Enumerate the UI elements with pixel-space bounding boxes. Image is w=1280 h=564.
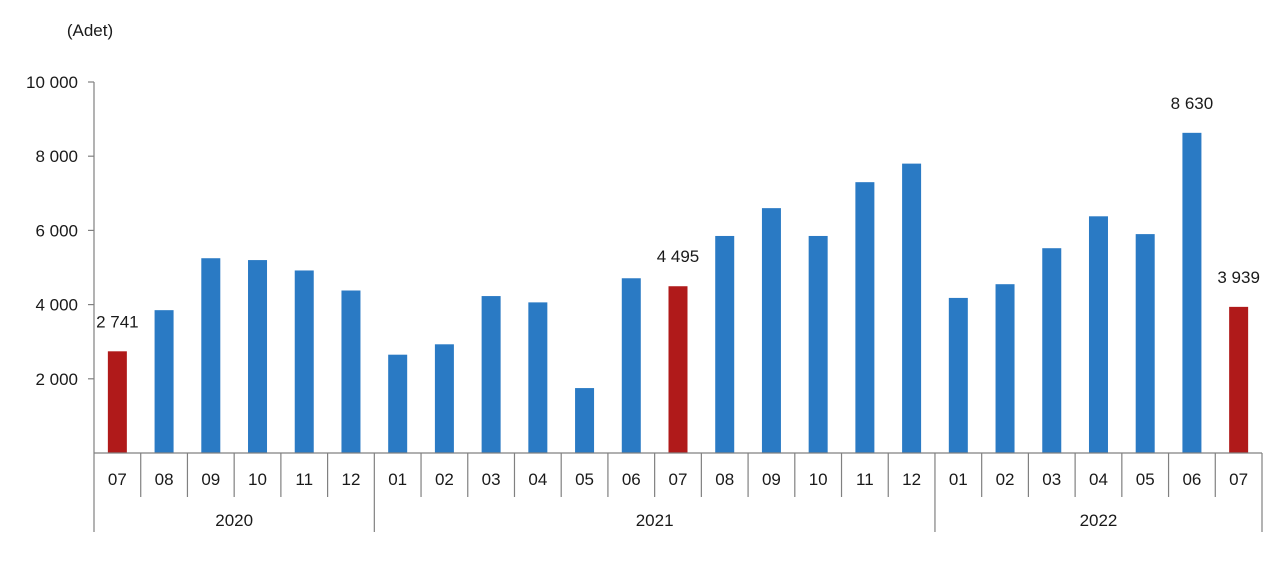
bar [808,235,828,453]
bar-highlight [1229,306,1249,453]
x-tick-label: 05 [575,470,594,489]
bar-highlight [668,286,688,453]
y-tick-label: 10 000 [26,73,78,92]
x-tick-label: 07 [108,470,127,489]
bar [715,235,735,453]
bar [294,270,314,453]
bar [201,258,221,453]
y-tick-label: 6 000 [35,221,78,240]
y-tick-label: 2 000 [35,370,78,389]
bar [1182,132,1202,453]
bar [761,208,781,453]
x-tick-label: 03 [482,470,501,489]
x-tick-label: 12 [902,470,921,489]
x-tick-label: 11 [295,470,313,489]
x-tick-label: 10 [248,470,267,489]
bar [1042,248,1062,453]
bar [575,388,595,453]
bar-highlight [107,351,127,453]
x-tick-label: 10 [809,470,828,489]
x-group-label: 2021 [636,511,674,530]
bar [481,296,501,453]
bar [621,278,641,453]
x-tick-label: 05 [1136,470,1155,489]
data-label: 8 630 [1171,94,1214,113]
x-tick-label: 02 [996,470,1015,489]
x-tick-label: 01 [388,470,407,489]
x-tick-label: 07 [669,470,688,489]
bar [855,182,875,454]
x-tick-label: 06 [1182,470,1201,489]
y-axis: 2 000 4 000 6 000 8 000 10 000 [26,73,95,453]
bar [341,290,361,453]
data-labels: 2 741 4 495 8 630 3 939 [96,94,1260,331]
data-label: 2 741 [96,312,139,331]
data-label: 4 495 [657,247,700,266]
bar [154,310,174,453]
x-group-label: 2022 [1080,511,1118,530]
x-tick-label: 01 [949,470,968,489]
x-tick-label: 09 [762,470,781,489]
x-group-label: 2020 [215,511,253,530]
y-tick-label: 4 000 [35,296,78,315]
x-tick-label: 04 [528,470,547,489]
bar [434,344,454,453]
x-tick-label: 04 [1089,470,1108,489]
bar [248,260,268,453]
bar-series [107,132,1249,454]
bar [388,354,408,453]
x-axis: 07 08 09 10 11 12 01 02 03 04 05 06 07 08 09 10 11 12 01 02… [93,452,1263,532]
x-tick-label: 09 [201,470,220,489]
y-tick-label: 8 000 [35,147,78,166]
bar [902,163,922,453]
bar [1135,234,1155,453]
data-label: 3 939 [1217,268,1260,287]
unit-label: (Adet) [67,21,113,40]
x-tick-label: 07 [1229,470,1248,489]
x-tick-label: 03 [1042,470,1061,489]
x-tick-label: 12 [341,470,360,489]
x-tick-label: 11 [856,470,874,489]
bar [948,297,968,453]
x-tick-label: 08 [155,470,174,489]
bar [1088,216,1108,453]
bar [528,302,548,453]
bar [995,284,1015,453]
x-tick-label: 08 [715,470,734,489]
x-tick-label: 02 [435,470,454,489]
x-tick-label: 06 [622,470,641,489]
